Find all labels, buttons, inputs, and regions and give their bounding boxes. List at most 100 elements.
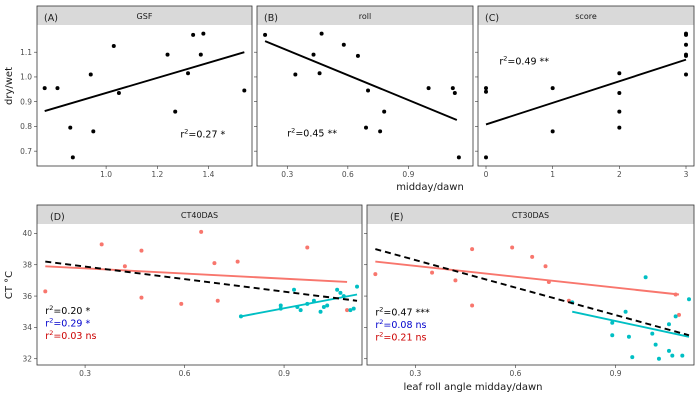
data-point: [630, 355, 635, 360]
data-point: [530, 254, 535, 259]
data-point: [212, 261, 217, 266]
y-tick-label: 0.7: [20, 147, 32, 156]
data-point: [335, 287, 340, 292]
data-point: [550, 86, 555, 91]
data-point: [235, 259, 240, 264]
y-tick-label: 32: [22, 354, 32, 363]
data-point: [666, 322, 671, 327]
panel-border: [36, 204, 363, 366]
x-tick-label: 0.9: [610, 369, 622, 378]
y-tick-label: 1.1: [20, 48, 32, 57]
data-point: [293, 72, 298, 77]
bottom-x-axis-title: leaf roll angle midday/dawn: [403, 382, 542, 393]
data-point: [666, 348, 671, 353]
data-point: [364, 125, 369, 130]
data-point: [453, 278, 458, 283]
bottom-y-axis-title: CT °C: [4, 271, 15, 299]
data-point: [91, 129, 96, 134]
x-tick-label: 1.4: [203, 170, 215, 179]
data-point: [318, 309, 323, 314]
x-tick-label: 3: [684, 170, 689, 179]
data-point: [341, 42, 346, 47]
r-squared-label: r2=0.29 *: [45, 317, 90, 330]
data-point: [99, 242, 104, 247]
data-point: [173, 109, 178, 114]
data-point: [68, 125, 73, 130]
data-point: [55, 86, 60, 91]
data-point: [122, 264, 127, 269]
data-point: [348, 308, 353, 313]
panel-border: [366, 204, 695, 366]
data-point: [656, 356, 661, 361]
panel-b: roll (B) 0.3 0.6 0.9 r2=0.45 **: [254, 5, 474, 179]
data-point: [484, 89, 488, 94]
y-tick-label: 40: [22, 229, 32, 238]
r-squared-label: r2=0.21 ns: [375, 331, 426, 344]
data-point: [670, 353, 675, 358]
data-point: [676, 312, 681, 317]
regression-line: [485, 58, 687, 126]
data-point: [111, 44, 116, 49]
data-point: [373, 272, 378, 277]
x-tick-label: 0.6: [179, 369, 191, 378]
regression-line: [264, 40, 458, 121]
data-point: [198, 52, 203, 57]
data-point: [684, 42, 688, 47]
data-point: [430, 270, 435, 275]
data-point: [355, 284, 360, 289]
r-squared-label: r2=0.49 **: [499, 55, 549, 68]
data-point: [550, 129, 555, 134]
data-point: [116, 91, 121, 96]
r-squared-label: r2=0.47 ***: [375, 306, 430, 319]
y-tick-label: 1.0: [20, 73, 32, 82]
data-point: [305, 245, 310, 250]
x-tick-label: 1.2: [151, 170, 163, 179]
strip-background: [257, 6, 473, 25]
x-tick-label: 1: [550, 170, 555, 179]
data-point: [684, 72, 688, 77]
r-squared-label: r2=0.08 ns: [375, 318, 426, 331]
data-point: [199, 229, 204, 234]
panel-border: [36, 5, 253, 167]
data-point: [673, 314, 678, 319]
data-point: [456, 155, 461, 160]
data-point: [165, 52, 170, 57]
data-point: [617, 71, 622, 76]
data-point: [623, 309, 628, 314]
data-point: [292, 287, 297, 292]
panel-d: CT40DAS (D) 0.3 0.6 0.9 32 34 36 38 40 r2=0.20 *…: [22, 204, 363, 378]
panel-c: score (C) 0 1 2 3 r2=0.49 **: [475, 5, 695, 179]
r-squared-label: r2=0.45 **: [287, 126, 337, 139]
data-point: [484, 86, 488, 91]
y-tick-label: 0.9: [20, 97, 32, 106]
data-point: [452, 91, 457, 96]
data-point: [278, 303, 283, 308]
data-point: [510, 245, 515, 250]
data-point: [617, 109, 622, 114]
regression-line: [240, 293, 358, 318]
data-point: [610, 320, 615, 325]
strip-label: roll: [359, 12, 371, 21]
x-tick-label: 0.3: [281, 170, 293, 179]
plot-layer: 1.0 1.2 1.4 0.7 0.8 0.9 1.0 1.1 r2=0.27 *: [20, 31, 247, 179]
regression-line: [375, 248, 690, 337]
x-tick-label: 0: [484, 170, 489, 179]
x-tick-label: 0.3: [409, 369, 421, 378]
x-tick-label: 0.6: [510, 369, 522, 378]
data-point: [382, 109, 387, 114]
data-point: [338, 290, 343, 295]
x-tick-label: 1.0: [100, 170, 112, 179]
x-tick-label: 2: [617, 170, 622, 179]
data-point: [70, 155, 75, 160]
top-x-axis-title: midday/dawn: [396, 182, 464, 193]
data-point: [139, 295, 144, 300]
x-tick-label: 0.3: [79, 369, 91, 378]
data-point: [426, 86, 431, 91]
data-point: [378, 129, 383, 134]
regression-line: [45, 260, 358, 302]
x-tick-label: 0.6: [342, 170, 354, 179]
r-squared-label: r2=0.03 ns: [45, 329, 96, 342]
data-point: [263, 32, 268, 37]
regression-line: [572, 310, 690, 338]
